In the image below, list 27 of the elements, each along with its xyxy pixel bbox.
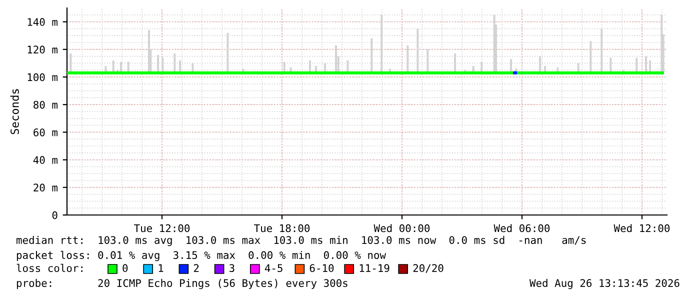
y-tick-label: 60 m — [34, 128, 58, 136]
x-tick-label: Tue 18:00 — [254, 224, 310, 232]
y-tick-label: 40 m — [33, 156, 58, 164]
x-tick-label: Wed 00:00 — [374, 224, 430, 232]
y-tick-label: 0 — [52, 211, 58, 220]
y-tick-label: 100 m — [28, 73, 58, 82]
legend-label: 11-19 — [360, 264, 390, 272]
legend-label: 0 — [122, 264, 128, 272]
legend-title: loss color: — [16, 264, 82, 272]
text: median rtt: 103.0 ms avg 103.0 ms max 103.0 ms min 103.0 ms now 0.0 ms sd -nan am/s — [16, 236, 586, 246]
x-tick-label: Wed 06:00 — [494, 224, 550, 232]
text: probe: 20 ICMP Echo Pings (56 Bytes) every 300s — [16, 278, 348, 290]
x-tick-label: Tue 12:00 — [134, 224, 190, 232]
text: Wed Aug 26 13:13:45 2026 — [529, 278, 680, 290]
text: packet loss: 0.01 % avg 3.15 % max 0.00 % min 0.00 % now — [16, 250, 386, 262]
legend-label: 3 — [229, 264, 234, 272]
y-tick-label: 140 m — [28, 18, 58, 26]
legend-label: 6-10 — [310, 264, 334, 272]
legend-label: 4-5 — [264, 264, 282, 272]
x-tick-label: Wed 12:00 — [614, 224, 670, 232]
y-axis-title: Seconds — [10, 89, 19, 134]
legend-label: 20/20 — [413, 264, 444, 273]
legend-label: 2 — [194, 264, 199, 272]
y-tick-label: 120 m — [28, 46, 58, 54]
legend-label: 1 — [158, 264, 164, 272]
y-tick-label: 20 m — [34, 184, 58, 192]
y-tick-label: 80 m — [34, 100, 58, 109]
